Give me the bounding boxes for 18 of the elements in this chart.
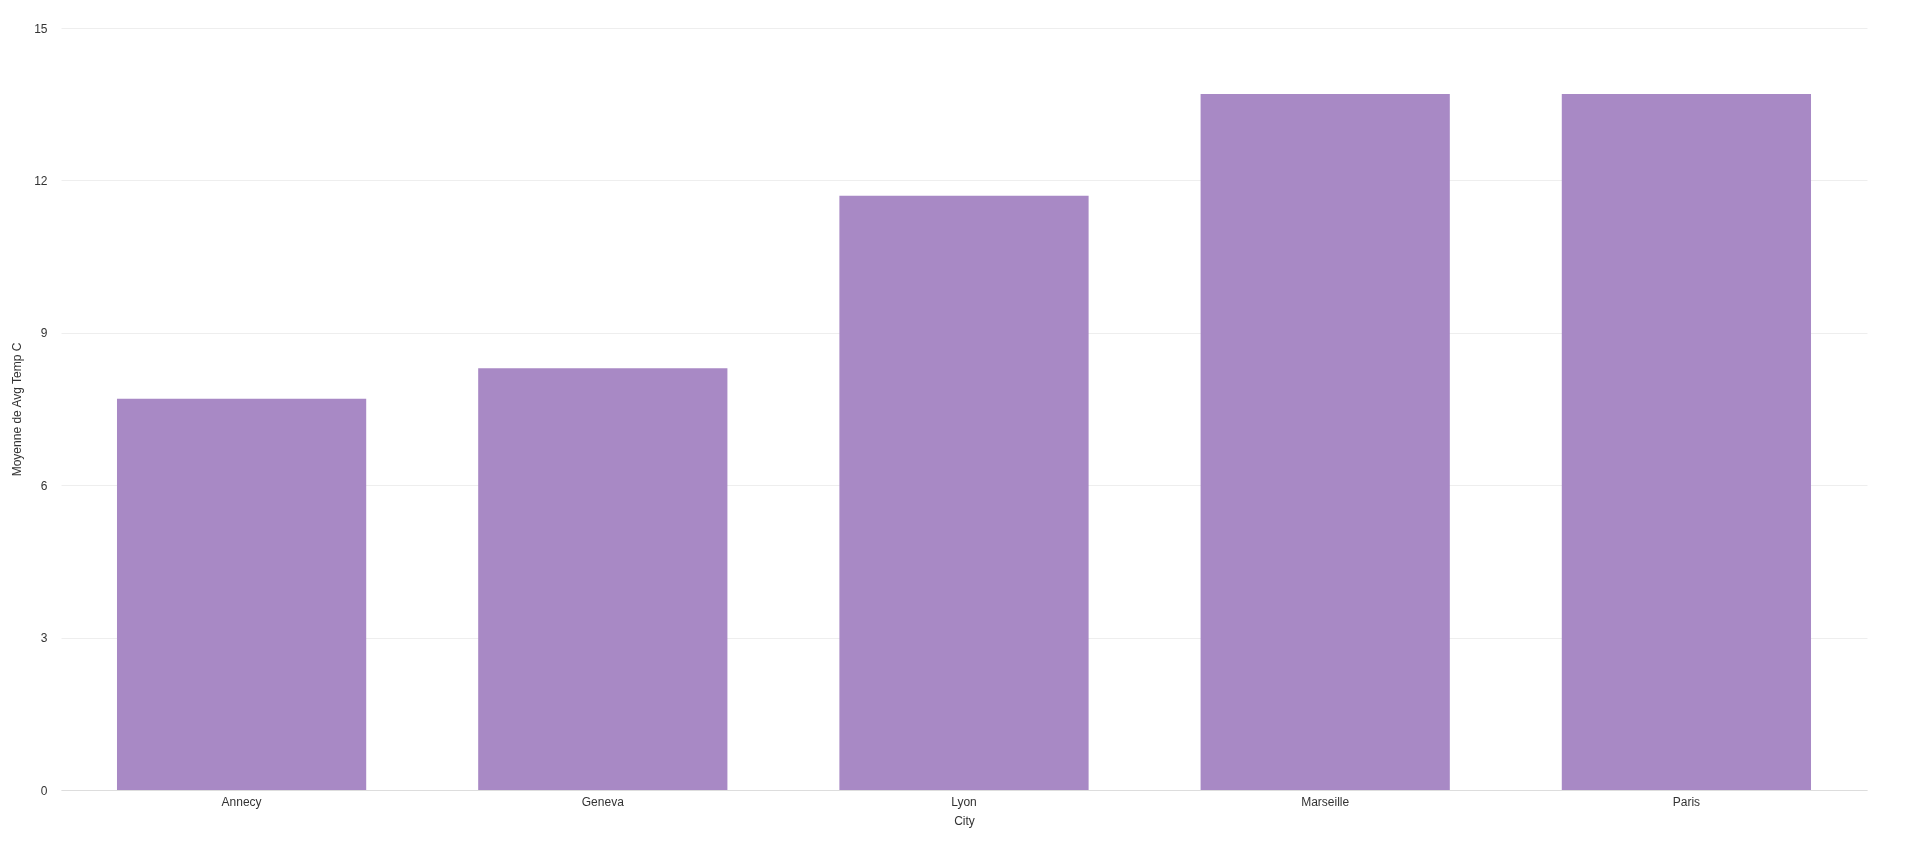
bar — [478, 368, 728, 790]
bar — [116, 398, 367, 790]
x-axis-title: City — [954, 813, 975, 828]
y-tick-label: 6 — [40, 478, 48, 493]
bar — [1561, 94, 1812, 790]
y-tick-label: 15 — [34, 21, 48, 36]
y-tick-label: 12 — [34, 173, 48, 188]
bar — [1200, 94, 1450, 790]
x-tick-label: Marseille — [1301, 794, 1350, 809]
y-tick-label: 9 — [40, 326, 48, 341]
y-axis-title: Moyenne de Avg Temp C — [10, 342, 25, 477]
bar — [839, 195, 1089, 790]
y-tick-label: 3 — [40, 631, 48, 646]
y-tick-label: 0 — [40, 783, 48, 798]
x-tick-label: Annecy — [221, 794, 262, 809]
x-tick-label: Geneva — [581, 794, 625, 809]
x-tick-label: Lyon — [951, 794, 977, 809]
x-tick-label: Paris — [1672, 794, 1701, 809]
